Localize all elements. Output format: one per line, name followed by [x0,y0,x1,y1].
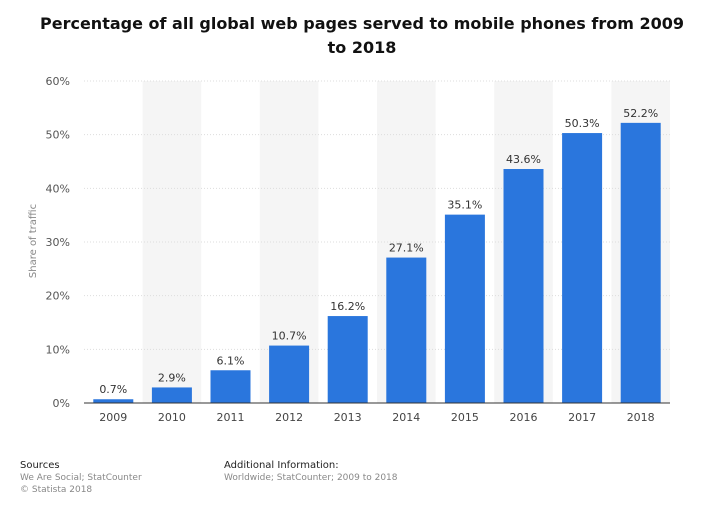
x-tick-label: 2011 [217,411,245,424]
additional-info-block: Additional Information: Worldwide; StatC… [224,460,398,484]
bar [562,133,603,403]
bar [269,345,310,403]
bar [620,122,661,404]
y-tick-label: 0% [53,397,70,410]
value-label: 10.7% [272,330,307,343]
bars [93,122,661,404]
additional-info-text: Worldwide; StatCounter; 2009 to 2018 [224,473,398,483]
x-tick-label: 2014 [392,411,420,424]
value-label: 27.1% [389,242,424,255]
sources-text: We Are Social; StatCounter [20,473,142,483]
x-tick-label: 2016 [510,411,538,424]
value-labels: 0.7% 2.9% 6.1% 10.7% 16.2% 27.1% 35.1% 43.6% 50.… [99,107,658,396]
bar [444,214,485,403]
x-tick-label: 2018 [627,411,655,424]
bar [151,387,192,403]
value-label: 2.9% [158,371,186,384]
y-tick-label: 10% [46,343,70,356]
x-tick-label: 2012 [275,411,303,424]
additional-info-label: Additional Information: [224,460,339,471]
copyright-text: © Statista 2018 [20,485,93,495]
value-label: 43.6% [506,153,541,166]
value-label: 16.2% [330,300,365,313]
bar [503,169,544,403]
value-label: 52.2% [623,107,658,120]
x-tick-labels: 2009 2010 2011 2012 2013 2014 2015 2016 2017 2018 [99,411,654,424]
y-tick-label: 20% [46,290,70,303]
y-tick-label: 30% [46,236,70,249]
y-tick-label: 50% [46,129,70,142]
bar-chart: 0.7% 2.9% 6.1% 10.7% 16.2% 27.1% 35.1% 43.6% 50.… [28,75,670,424]
x-tick-label: 2015 [451,411,479,424]
bar [386,257,427,403]
value-label: 0.7% [99,383,127,396]
value-label: 35.1% [447,199,482,212]
bar [327,316,368,403]
x-tick-label: 2017 [568,411,596,424]
bar [93,399,134,403]
chart-title: Percentage of all global web pages serve… [40,14,684,57]
y-tick-label: 40% [46,182,70,195]
sources-label: Sources [20,460,60,471]
y-tick-labels: 0% 10% 20% 30% 40% 50% 60% [46,75,70,410]
sources-block: Sources We Are Social; StatCounter © Sta… [20,460,142,496]
y-tick-label: 60% [46,75,70,88]
bar [210,370,251,403]
value-label: 6.1% [217,354,245,367]
y-axis-label: Share of traffic [28,204,39,278]
value-label: 50.3% [565,117,600,130]
x-tick-label: 2013 [334,411,362,424]
x-tick-label: 2010 [158,411,186,424]
x-tick-label: 2009 [99,411,127,424]
